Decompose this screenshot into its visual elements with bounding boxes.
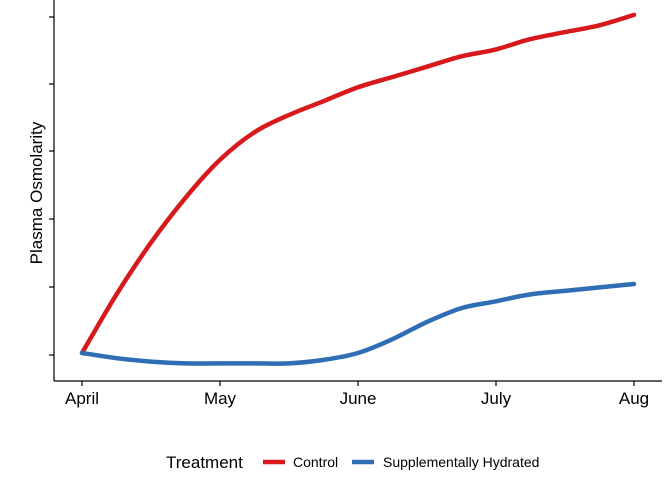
- legend-label-supplementally-hydrated: Supplementally Hydrated: [383, 454, 539, 470]
- series-line-supplementally-hydrated: [79, 281, 637, 366]
- x-tick-label: June: [340, 389, 377, 408]
- legend-label-control: Control: [293, 454, 338, 470]
- x-axis: April May June July Aug: [54, 380, 662, 408]
- y-axis: [49, 0, 55, 381]
- x-tick-label: Aug: [619, 389, 649, 408]
- x-tick-label: April: [65, 389, 99, 408]
- x-tick-label: May: [204, 389, 237, 408]
- series-line-control: [79, 12, 637, 356]
- y-axis-title: Plasma Osmolarity: [27, 121, 46, 264]
- legend: Treatment Control Supplementally Hydrated: [166, 453, 539, 472]
- series-layer: [79, 12, 637, 366]
- legend-title: Treatment: [166, 453, 243, 472]
- x-tick-label: July: [481, 389, 512, 408]
